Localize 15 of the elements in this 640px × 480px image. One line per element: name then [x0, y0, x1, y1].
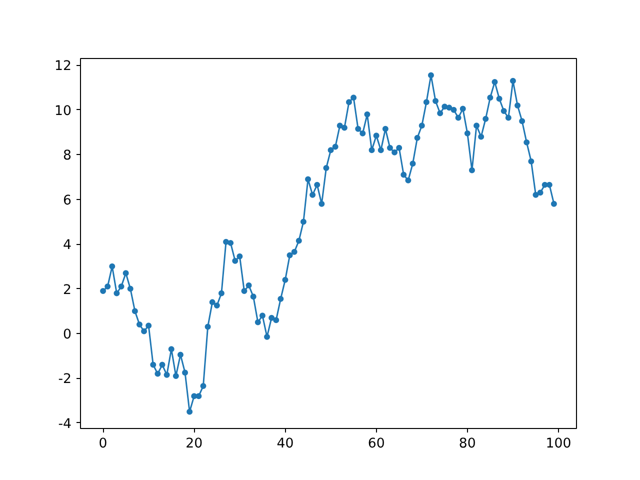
y-tick-label: 8: [63, 148, 72, 164]
x-tick-label: 60: [368, 436, 385, 452]
x-tick-label: 100: [546, 436, 572, 452]
x-tick-label: 80: [458, 436, 476, 452]
x-tick-label: 40: [276, 436, 294, 452]
y-tick-label: 12: [54, 59, 72, 74]
x-tick-label: 20: [186, 436, 203, 452]
y-tick-label: 2: [63, 282, 72, 298]
y-tick-label: 6: [63, 193, 72, 208]
y-tick-label: 0: [63, 327, 72, 342]
y-tick-label: -4: [58, 416, 72, 432]
x-tick-label: 0: [98, 436, 108, 452]
y-tick-label: -2: [58, 372, 72, 388]
y-tick-label: 4: [63, 238, 72, 254]
y-tick-label: 10: [54, 104, 72, 119]
